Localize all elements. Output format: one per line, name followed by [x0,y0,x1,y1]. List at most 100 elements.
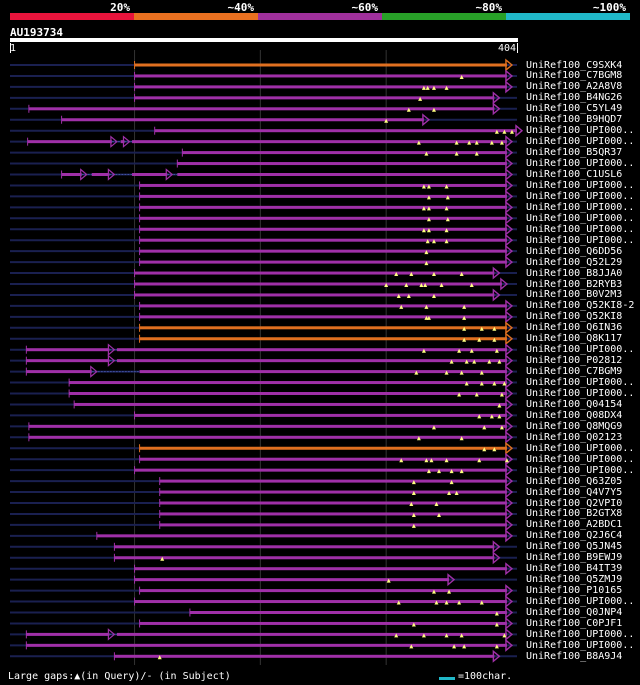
hit-segment [139,304,507,308]
query-gap-marker [437,469,441,474]
query-gap-marker [502,129,507,134]
hit-label[interactable]: UniRef100_UPI000.. [526,136,635,148]
legend-label-3: ~60% [351,1,379,14]
hit-label[interactable]: UniRef100_UPI000.. [526,190,635,202]
query-gap-marker [445,217,450,222]
hit-label[interactable]: UniRef100_Q2J6C4 [526,530,623,542]
legend-bar-1 [10,13,134,20]
hit-end-arrow [505,135,514,149]
hit-label[interactable]: UniRef100_UPI000.. [526,639,635,651]
hit-label[interactable]: UniRef100_UPI000.. [526,223,635,235]
query-gap-marker [431,85,436,90]
hit-label[interactable]: UniRef100_B0V2M3 [526,289,623,301]
hit-label[interactable]: UniRef100_Q04154 [526,398,623,410]
hit-segment [159,479,507,483]
hit-label[interactable]: UniRef100_B5QR37 [526,147,623,159]
hit-label[interactable]: UniRef100_UPI000.. [526,596,635,608]
query-gap-marker [386,578,391,583]
query-gap-marker [409,644,414,649]
hit-label[interactable]: UniRef100_Q8MQG9 [526,420,623,432]
hit-label[interactable]: UniRef100_C5YL49 [526,103,623,115]
query-gap-marker [160,556,165,561]
hit-label[interactable]: UniRef100_Q6DD56 [526,245,623,257]
hit-label[interactable]: UniRef100_C7BGM8 [526,70,623,82]
hit-label[interactable]: UniRef100_UPI000.. [526,234,635,246]
query-gap-marker [462,644,467,649]
hit-end-arrow [505,616,514,630]
hit-label[interactable]: UniRef100_C9SXK4 [526,59,623,71]
hit-label[interactable]: UniRef100_B4IT39 [526,563,623,575]
query-gap-marker [494,622,499,627]
query-gap-marker [492,337,497,342]
hit-label[interactable]: UniRef100_Q5ZMJ9 [526,574,623,586]
query-gap-marker [384,118,389,123]
query-gap-marker [464,381,469,386]
hit-label[interactable]: UniRef100_UPI000.. [526,628,635,640]
hit-label[interactable]: UniRef100_UPI000.. [526,158,635,170]
query-gap-marker [459,633,464,638]
hit-end-arrow [505,463,514,477]
hit-label[interactable]: UniRef100_UPI000.. [526,212,635,224]
hit-label[interactable]: UniRef100_A2BDC1 [526,519,623,531]
hit-label[interactable]: UniRef100_Q4V7Y5 [526,486,623,498]
query-gap-marker [426,469,431,474]
hit-label[interactable]: UniRef100_Q0JNP4 [526,607,623,618]
hit-end-arrow [505,332,514,346]
hit-label[interactable]: UniRef100_Q8K117 [526,333,623,345]
query-gap-marker [457,348,462,353]
hit-label[interactable]: UniRef100_UPI000.. [526,442,635,454]
query-gap-marker [474,151,479,156]
hit-label[interactable]: UniRef100_P02812 [526,355,623,367]
hit-segment [61,118,424,122]
hit-label[interactable]: UniRef100_UPI000.. [526,125,635,137]
hit-label[interactable]: UniRef100_Q63Z05 [526,475,623,487]
query-gap-marker [489,140,494,145]
hit-end-arrow [492,551,501,565]
hit-label[interactable]: UniRef100_B4NG26 [526,92,623,104]
query-start-label: 1 [10,43,17,54]
hit-label[interactable]: UniRef100_B8JJA0 [526,267,623,279]
hit-label[interactable]: UniRef100_UPI000.. [526,377,635,389]
hit-segment [159,512,507,516]
hit-label[interactable]: UniRef100_UPI000.. [526,464,635,476]
hit-label[interactable]: UniRef100_B2RYB3 [526,278,623,290]
query-gap-marker [434,600,439,605]
query-gap-marker [424,458,429,463]
hit-label[interactable]: UniRef100_UPI000.. [526,201,635,213]
query-gap-marker [406,107,411,112]
hit-label[interactable]: UniRef100_C0PJF1 [526,617,623,629]
query-gap-marker [404,283,409,287]
query-gap-marker [421,228,426,233]
query-gap-marker [459,272,464,277]
hit-label[interactable]: UniRef100_Q6IN36 [526,322,623,334]
hit-label[interactable]: UniRef100_P10165 [526,585,623,597]
hit-segment [134,293,495,297]
hit-label[interactable]: UniRef100_Q02123 [526,431,623,443]
hit-label[interactable]: UniRef100_B8A9J4 [526,650,623,662]
hit-label[interactable]: UniRef100_C7BGM9 [526,366,623,378]
hit-label[interactable]: UniRef100_UPI000.. [526,179,635,191]
hit-label[interactable]: UniRef100_C1USL6 [526,169,623,180]
query-gap-marker [444,85,449,90]
hit-end-arrow [422,113,430,127]
hit-label[interactable]: UniRef100_Q52KI8-2 [526,300,635,312]
hit-label[interactable]: UniRef100_Q5JN45 [526,541,623,553]
hit-label[interactable]: UniRef100_Q52L29 [526,256,623,268]
hit-label[interactable]: UniRef100_UPI000.. [526,453,635,465]
hit-label[interactable]: UniRef100_UPI000.. [526,388,635,399]
hit-label[interactable]: UniRef100_B2GTX8 [526,508,623,520]
hit-segment [26,348,110,352]
query-gap-marker [444,600,449,605]
hit-label[interactable]: UniRef100_UPI000.. [526,344,635,356]
hit-label[interactable]: UniRef100_B9HQD7 [526,114,623,126]
query-gap-marker [479,381,484,386]
hit-label[interactable]: UniRef100_A2A8V8 [526,81,623,93]
query-gap-marker [426,206,431,211]
query-gap-marker [425,85,430,90]
query-gap-marker [477,458,482,463]
hit-label[interactable]: UniRef100_Q08DX4 [526,409,623,421]
hit-label[interactable]: UniRef100_Q2VPI0 [526,497,623,509]
query-gap-marker [424,151,429,156]
hit-label[interactable]: UniRef100_Q52KI8 [526,311,623,323]
hit-label[interactable]: UniRef100_B9EWJ9 [526,552,623,564]
